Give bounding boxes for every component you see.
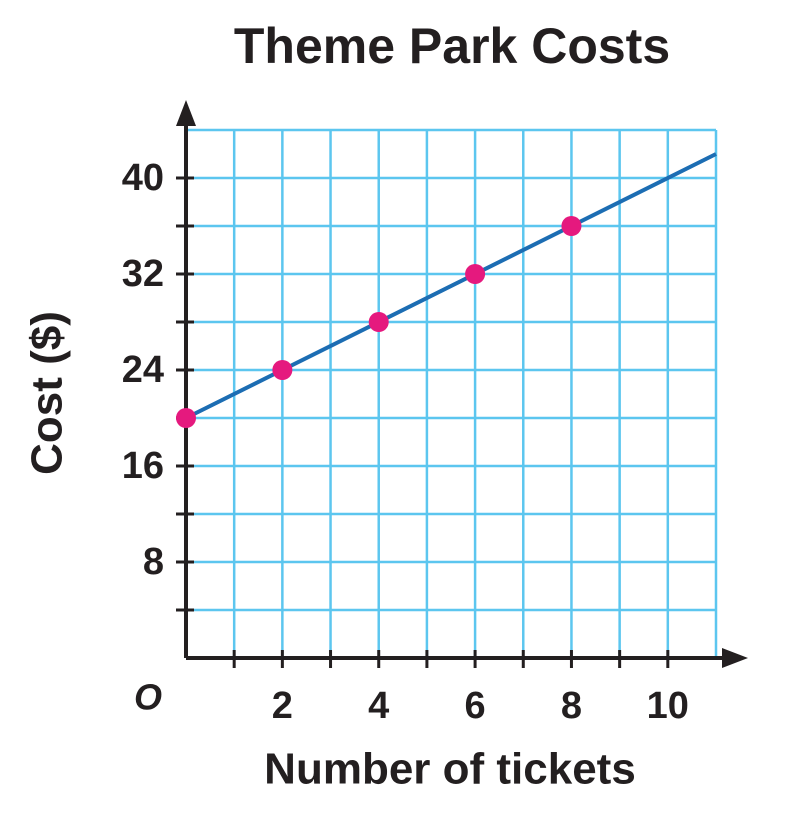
axes (176, 100, 748, 668)
y-tick-label: 40 (122, 157, 164, 199)
y-tick-label: 24 (122, 349, 164, 391)
x-axis-label: Number of tickets (264, 745, 636, 794)
y-tick-label: 8 (143, 541, 164, 583)
line (185, 152, 717, 420)
x-tick-label: 4 (368, 685, 389, 727)
x-tick-label: 2 (272, 685, 293, 727)
x-tick-label: 6 (465, 685, 486, 727)
y-tick-label: 16 (122, 445, 164, 487)
point (176, 408, 196, 428)
point (368, 312, 389, 332)
y-tick-label: 32 (122, 253, 164, 295)
x-tick-label: 8 (561, 685, 582, 727)
point (465, 264, 486, 284)
y-axis-label: Cost ($) (23, 311, 72, 475)
origin-label: O (134, 677, 162, 718)
grid (184, 128, 718, 660)
point (272, 360, 293, 380)
x-tick-label: 10 (647, 685, 689, 727)
point (561, 216, 582, 236)
chart-title: Theme Park Costs (234, 18, 670, 74)
